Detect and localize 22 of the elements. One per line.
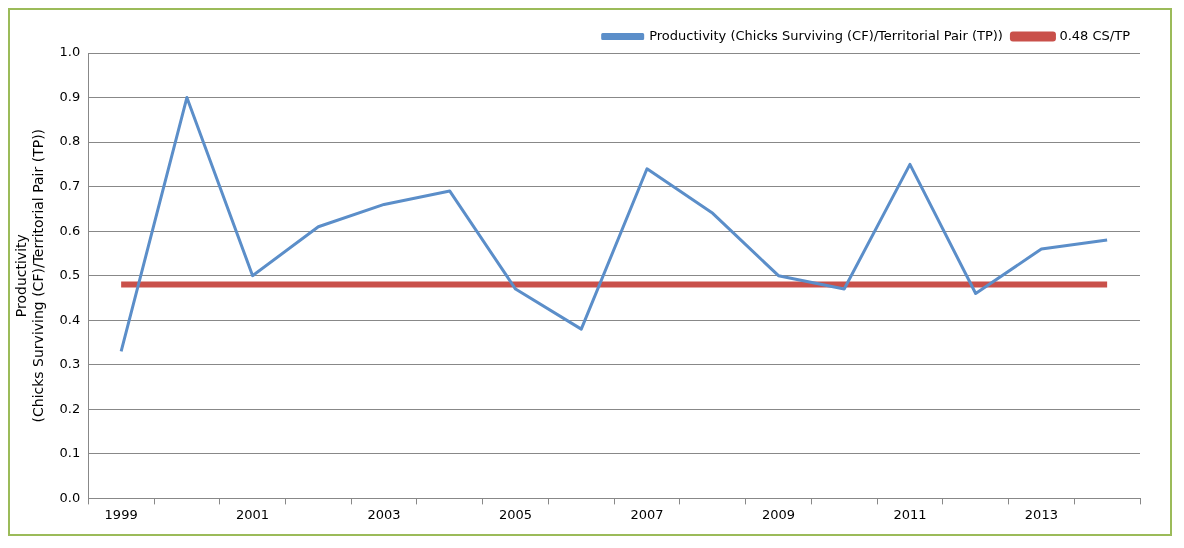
y-tick-label: 1.0 [59, 44, 81, 60]
x-tick-label: 2007 [630, 506, 664, 522]
y-tick-label: 0.3 [59, 356, 81, 372]
y-axis-title: Productivity (Chicks Surviving (CF)/Territorial Pair (TP)) [13, 128, 46, 423]
y-tick-label: 0.5 [59, 267, 81, 283]
y-tick-label: 0.9 [59, 88, 81, 104]
legend-label: Productivity (Chicks Surviving (CF)/Territorial Pair (TP)) [649, 27, 1003, 43]
x-tick-label: 2009 [761, 506, 796, 522]
x-tick-label: 2011 [893, 506, 927, 522]
legend-label: 0.48 CS/TP [1059, 27, 1131, 43]
y-tick-label: 0.7 [59, 177, 81, 193]
y-tick-label: 0.0 [59, 489, 81, 505]
y-tick-label: 0.8 [59, 133, 81, 149]
y-tick-label: 0.1 [59, 445, 81, 461]
y-tick-label: 0.6 [59, 222, 81, 238]
x-tick-label: 2001 [236, 506, 270, 522]
x-tick-label: 1999 [104, 506, 138, 522]
y-tick-label: 0.4 [59, 311, 81, 327]
x-tick-label: 2005 [498, 506, 533, 522]
x-tick-label: 2003 [367, 506, 401, 522]
y-tick-label: 0.2 [59, 400, 81, 416]
x-tick-label: 2013 [1024, 506, 1058, 522]
